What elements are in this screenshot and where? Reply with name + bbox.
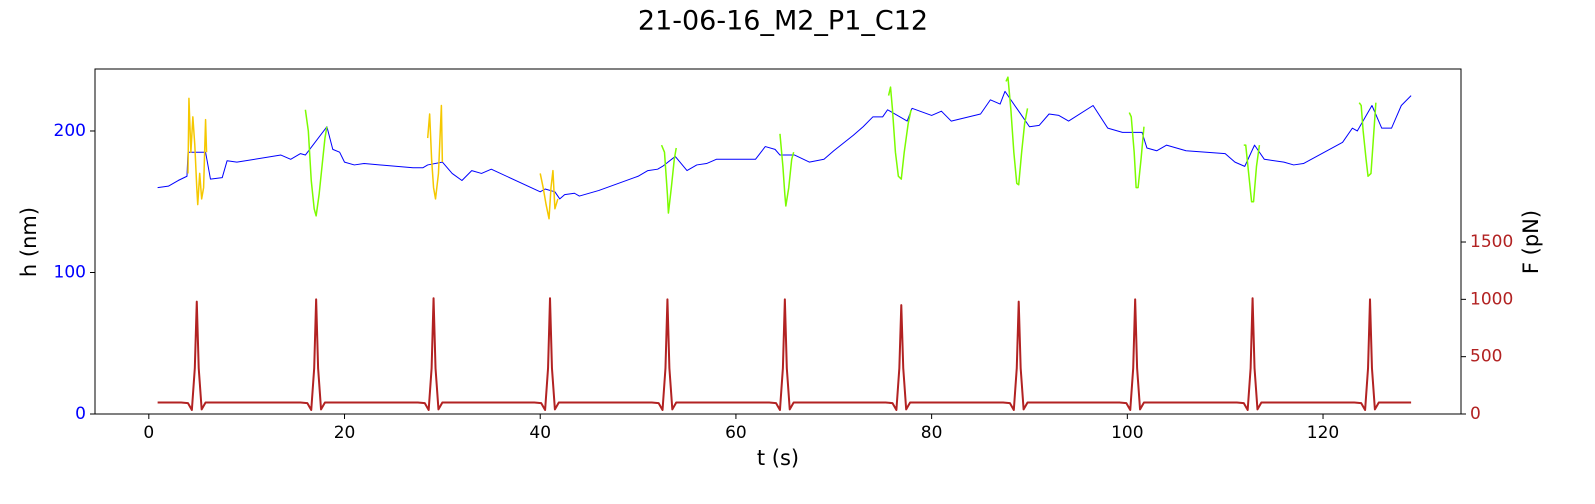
data-line xyxy=(157,90,1412,200)
x-tick-label: 20 xyxy=(334,423,356,443)
y2-tick-label: 1000 xyxy=(1470,289,1513,309)
x-tick-label: 80 xyxy=(921,423,943,443)
x-tick-label: 100 xyxy=(1111,423,1143,443)
y2-axis-label: F (pN) xyxy=(1519,210,1543,274)
y-axis-label: h (nm) xyxy=(17,207,41,277)
x-tick-label: 120 xyxy=(1307,423,1339,443)
y-tick-label: 100 xyxy=(54,262,86,282)
x-tick-label: 60 xyxy=(725,423,747,443)
plot-frame xyxy=(94,68,1462,415)
data-line xyxy=(187,97,559,220)
y2-tick-label: 1500 xyxy=(1470,232,1513,252)
x-axis-label: t (s) xyxy=(757,446,799,470)
y2-tick-label: 0 xyxy=(1470,404,1481,424)
y2-tick-label: 500 xyxy=(1470,347,1502,367)
data-line xyxy=(304,76,1377,217)
x-tick-label: 40 xyxy=(529,423,551,443)
data-line xyxy=(157,297,1412,411)
chart-title: 21-06-16_M2_P1_C12 xyxy=(638,6,928,37)
x-tick-label: 0 xyxy=(143,423,154,443)
y-tick-label: 0 xyxy=(75,404,86,424)
y-tick-label: 200 xyxy=(54,121,86,141)
